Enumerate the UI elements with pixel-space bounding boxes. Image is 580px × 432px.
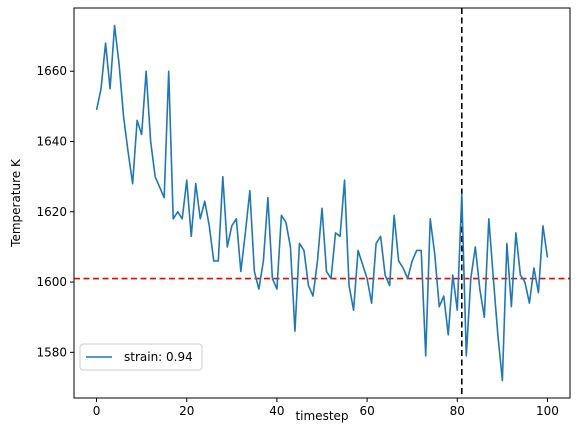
y-tick-label: 1660 — [36, 64, 67, 78]
y-tick-label: 1640 — [36, 135, 67, 149]
x-tick-label: 60 — [359, 404, 374, 418]
y-tick-label: 1580 — [36, 345, 67, 359]
x-tick-label: 20 — [179, 404, 194, 418]
x-axis-label: timestep — [295, 409, 348, 423]
series-lines — [95, 24, 549, 382]
x-axis-ticks: 0 20 40 60 80 100 — [93, 398, 559, 418]
legend-entry-label: strain: 0.94 — [124, 350, 193, 364]
y-axis-label: Temperature K — [9, 158, 23, 248]
x-tick-label: 100 — [536, 404, 559, 418]
x-tick-label: 0 — [93, 404, 101, 418]
plot-frame — [73, 7, 571, 399]
legend: strain: 0.94 — [79, 343, 203, 371]
y-axis-ticks: 1580 1600 1620 1640 1660 — [36, 64, 74, 359]
x-tick-label: 80 — [450, 404, 465, 418]
series-line — [95, 24, 549, 382]
y-tick-label: 1600 — [36, 275, 67, 289]
reference-lines — [74, 8, 570, 398]
legend-box — [79, 343, 203, 371]
y-tick-label: 1620 — [36, 205, 67, 219]
x-tick-label: 40 — [269, 404, 284, 418]
